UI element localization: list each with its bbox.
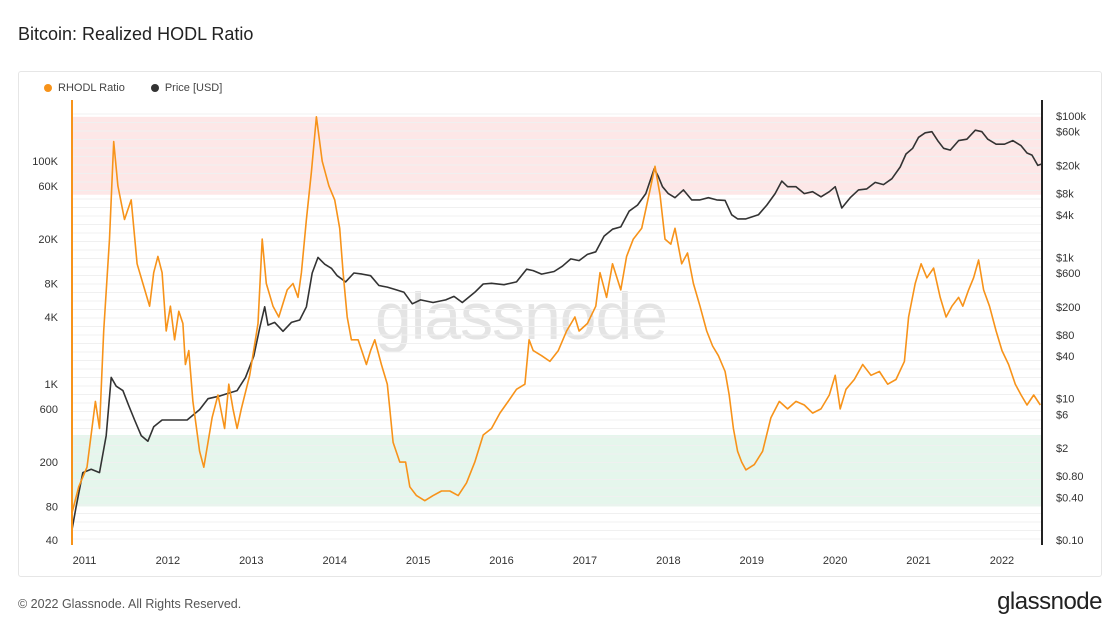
right-tick-label: $40 [1056, 351, 1074, 363]
right-tick-label: $6 [1056, 409, 1068, 421]
right-tick-label: $4k [1056, 210, 1074, 222]
overvalued-band [72, 116, 1042, 195]
chart-title: Bitcoin: Realized HODL Ratio [18, 24, 254, 44]
left-tick-label: 1K [45, 379, 59, 391]
right-tick-label: $0.40 [1056, 492, 1084, 504]
left-tick-label: 20K [38, 234, 58, 246]
legend-label-rhodl: RHODL Ratio [58, 82, 125, 94]
right-tick-label: $600 [1056, 268, 1080, 280]
left-tick-label: 60K [38, 181, 58, 193]
x-tick-label: 2017 [573, 555, 597, 567]
legend-item-rhodl[interactable]: RHODL Ratio [44, 82, 125, 94]
copyright-footer: © 2022 Glassnode. All Rights Reserved. [18, 597, 242, 611]
legend-dot-rhodl [44, 84, 52, 92]
right-tick-label: $1k [1056, 252, 1074, 264]
axes [71, 100, 1043, 545]
grid-lines [72, 113, 1042, 540]
x-tick-label: 2016 [489, 555, 513, 567]
right-tick-label: $8k [1056, 189, 1074, 201]
x-tick-label: 2014 [322, 555, 346, 567]
watermark-logo: glassnode [375, 279, 668, 353]
x-tick-label: 2015 [406, 555, 430, 567]
x-tick-label: 2013 [239, 555, 263, 567]
x-tick-label: 2011 [73, 555, 97, 567]
brand-logo[interactable]: glassnode [997, 588, 1102, 615]
x-tick-label: 2020 [823, 555, 847, 567]
x-tick-label: 2018 [656, 555, 680, 567]
left-tick-label: 8K [45, 278, 59, 290]
price-line [71, 129, 1043, 530]
series-lines [71, 116, 1043, 530]
right-tick-label: $100k [1056, 111, 1086, 123]
left-tick-label: 40 [46, 535, 58, 547]
x-tick-label: 2021 [906, 555, 930, 567]
x-tick-label: 2022 [990, 555, 1014, 567]
right-axis-ticks: $0.10 $0.40 $0.80 $2 $6 $10 $40 $80 $200 $600 $1k $… [1056, 111, 1086, 547]
left-tick-label: 100K [32, 156, 58, 168]
right-tick-label: $60k [1056, 127, 1080, 139]
threshold-bands [72, 116, 1042, 507]
legend-item-price[interactable]: Price [USD] [150, 82, 223, 94]
left-tick-label: 80 [46, 501, 58, 513]
rhodl-ratio-line [71, 116, 1041, 514]
right-tick-label: $0.80 [1056, 471, 1084, 483]
right-tick-label: $10 [1056, 394, 1074, 406]
right-tick-label: $2 [1056, 443, 1068, 455]
legend-label-price: Price [USD] [164, 82, 223, 94]
right-tick-label: $80 [1056, 330, 1074, 342]
left-tick-label: 200 [40, 457, 58, 469]
chart-legend: RHODL Ratio Price [USD] [44, 82, 222, 94]
legend-dot-price [150, 84, 159, 92]
x-tick-label: 2012 [156, 555, 180, 567]
right-tick-label: $0.10 [1056, 535, 1084, 547]
x-tick-label: 2019 [739, 555, 763, 567]
x-axis-ticks: 2011 2012 2013 2014 2015 2016 2017 2018 2019 2020… [73, 555, 1015, 567]
left-axis-ticks: 40 80 200 600 1K 4K 8K 20K 60K 100K [32, 156, 58, 547]
left-tick-label: 4K [45, 312, 59, 324]
right-tick-label: $20k [1056, 160, 1080, 172]
left-tick-label: 600 [40, 404, 58, 416]
right-tick-label: $200 [1056, 302, 1080, 314]
